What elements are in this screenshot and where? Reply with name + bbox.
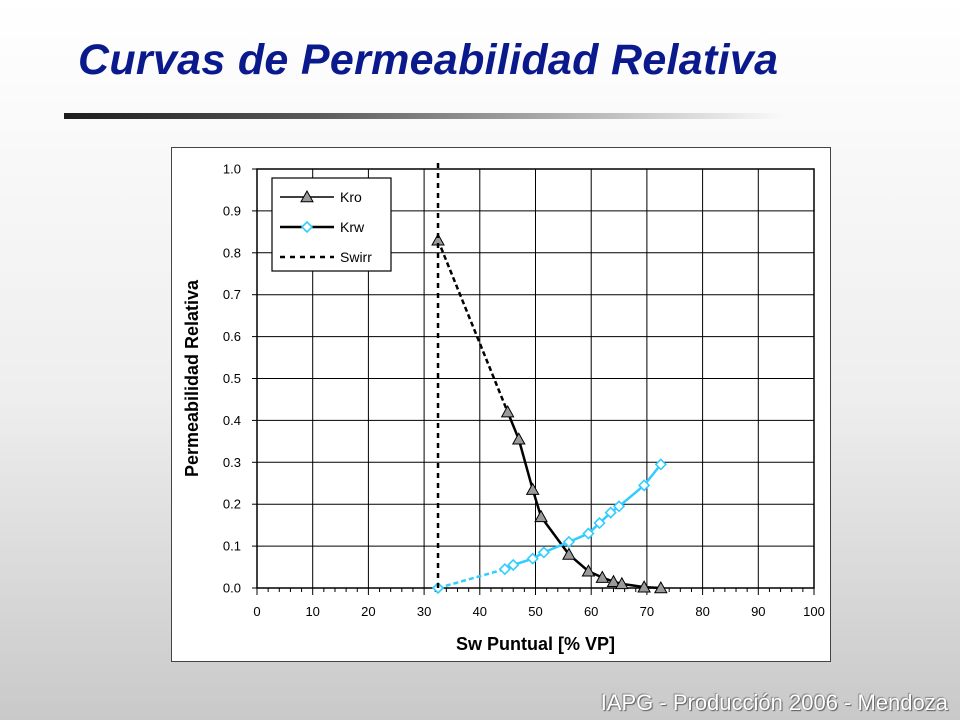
legend-box [271, 177, 392, 272]
x-tick-label: 100 [803, 604, 825, 619]
x-tick-label: 20 [361, 604, 375, 619]
x-tick-label: 40 [473, 604, 487, 619]
title-underline [64, 113, 784, 119]
krw-point [507, 558, 520, 572]
kro-point [534, 509, 548, 523]
series [431, 161, 668, 595]
legend-kro-marker [300, 189, 314, 203]
kro-point [637, 580, 651, 593]
krw-point [593, 516, 606, 530]
x-tick-label: 60 [584, 604, 598, 619]
y-tick-label: 0.0 [223, 581, 241, 596]
kro-line-extrapolated [436, 239, 509, 413]
y-tick-label: 1.0 [223, 162, 241, 177]
krw-point [498, 563, 511, 576]
y-tick-label: 0.7 [223, 287, 241, 302]
krw-point [562, 535, 576, 549]
y-tick-label: 0.3 [223, 455, 241, 470]
x-tick-label: 70 [640, 604, 654, 619]
x-tick-label: 90 [751, 604, 765, 619]
legend-label: Krw [340, 219, 365, 235]
y-tick-label: 0.9 [223, 203, 241, 218]
krw-point [582, 527, 595, 540]
x-axis-label: Sw Puntual [% VP] [456, 634, 615, 654]
kro-point [511, 432, 526, 445]
krw-point [604, 506, 617, 519]
krw-point [637, 479, 651, 492]
relative-permeability-chart: 0 10 20 30 40 50 60 70 80 90 100 0.0 0.1 0.2 0.3 0.4 0.5… [182, 161, 825, 654]
legend-krw-marker [300, 220, 314, 234]
y-tick-label: 0.5 [223, 371, 241, 386]
y-tick-label: 0.2 [223, 497, 241, 512]
kro-point [595, 570, 610, 583]
krw-line-extrapolated [437, 567, 506, 590]
krw-point [537, 546, 550, 559]
kro-point [606, 574, 621, 588]
y-axis-label: Permeabilidad Relativa [182, 279, 202, 477]
x-tick-label: 80 [695, 604, 709, 619]
x-tick-label: 30 [417, 604, 431, 619]
x-tick-label: 0 [253, 604, 260, 619]
y-tick-label: 0.1 [223, 539, 241, 554]
legend-label: Kro [340, 189, 362, 205]
kro-point [500, 404, 515, 418]
kro-point [581, 564, 596, 577]
footer-text: IAPG - Producción 2006 - Mendoza [600, 690, 948, 715]
kro-point [562, 547, 576, 560]
axis-ticks: 0 10 20 30 40 50 60 70 80 90 100 0.0 0.1 0.2 0.3 0.4 0.5… [223, 162, 825, 620]
kro-point [614, 576, 629, 590]
kro-point [653, 580, 668, 594]
x-tick-label: 10 [305, 604, 319, 619]
slide-title: Curvas de Permeabilidad Relativa [78, 36, 779, 84]
y-tick-label: 0.4 [223, 413, 241, 428]
y-tick-label: 0.8 [223, 245, 241, 260]
krw-point [612, 500, 626, 513]
chart-frame: 0 10 20 30 40 50 60 70 80 90 100 0.0 0.1 0.2 0.3 0.4 0.5… [171, 147, 831, 662]
kro-point [525, 482, 540, 495]
krw-point [526, 552, 539, 565]
legend: Kro Krw Swirr [271, 177, 392, 272]
x-tick-label: 50 [528, 604, 542, 619]
krw-point [654, 458, 667, 471]
legend-label: Swirr [340, 249, 372, 265]
y-tick-label: 0.6 [223, 329, 241, 344]
